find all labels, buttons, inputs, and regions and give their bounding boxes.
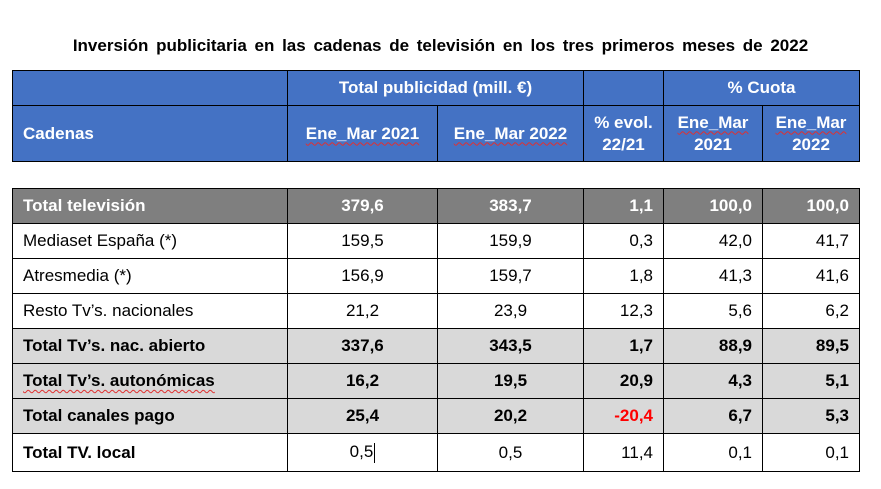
row-value-2021-text: 0,5 <box>349 442 374 462</box>
row-cuota-2021: 0,1 <box>663 433 763 472</box>
row-value-2021[interactable]: 0,5 <box>287 433 438 472</box>
row-value-2022: 23,9 <box>437 293 584 329</box>
row-value-2022: 20,2 <box>437 398 584 434</box>
spacer-row <box>12 161 860 189</box>
text-cursor <box>374 442 376 463</box>
row-evol: 11,4 <box>583 433 664 472</box>
header-group-total: Total publicidad (mill. €) <box>287 70 584 106</box>
row-cuota-2021: 4,3 <box>663 363 763 399</box>
row-cuota-2022: 41,7 <box>762 223 860 259</box>
row-cuota-2021: 42,0 <box>663 223 763 259</box>
row-value-2022: 159,9 <box>437 223 584 259</box>
header-group-row: Total publicidad (mill. €) % Cuota <box>12 70 860 106</box>
table-row: Mediaset España (*) 159,5 159,9 0,3 42,0… <box>12 223 860 259</box>
header-blank-evol <box>583 70 664 106</box>
row-cuota-2022: 0,1 <box>762 433 860 472</box>
header-cadenas: Cadenas <box>12 105 288 162</box>
spacer-cell <box>287 161 438 189</box>
table-row: Total Tv’s. autonómicas 16,2 19,5 20,9 4… <box>12 363 860 399</box>
row-name: Total Tv’s. nac. abierto <box>12 328 288 364</box>
row-cuota-2022: 6,2 <box>762 293 860 329</box>
header-evol-line2: 22/21 <box>602 134 645 154</box>
row-name: Mediaset España (*) <box>12 223 288 259</box>
row-cuota-2021: 88,9 <box>663 328 763 364</box>
header-cuota-2022-line2: 2022 <box>792 134 830 154</box>
header-cuota-2021: Ene_Mar 2021 <box>663 105 763 162</box>
row-value-2022: 383,7 <box>437 188 584 224</box>
row-value-2022: 343,5 <box>437 328 584 364</box>
header-ene-mar-2022: Ene_Mar 2022 <box>437 105 584 162</box>
header-cuota-2022: Ene_Mar 2022 <box>762 105 860 162</box>
row-cuota-2022: 100,0 <box>762 188 860 224</box>
row-cuota-2022: 89,5 <box>762 328 860 364</box>
header-blank-cell <box>12 70 288 106</box>
row-value-2021: 21,2 <box>287 293 438 329</box>
row-cuota-2022: 41,6 <box>762 258 860 294</box>
row-cuota-2022: 5,1 <box>762 363 860 399</box>
row-evol: 1,7 <box>583 328 664 364</box>
row-name-text: Total Tv’s. autonómicas <box>23 371 215 390</box>
advertising-table: Total publicidad (mill. €) % Cuota Caden… <box>12 70 860 472</box>
table-row: Total canales pago 25,4 20,2 -20,4 6,7 5… <box>12 398 860 434</box>
header-evol-line1: % evol. <box>594 112 653 132</box>
row-name: Total televisión <box>12 188 288 224</box>
row-evol: 1,1 <box>583 188 664 224</box>
row-value-2021: 16,2 <box>287 363 438 399</box>
row-evol: 1,8 <box>583 258 664 294</box>
row-evol-negative: -20,4 <box>583 398 664 434</box>
spacer-cell <box>437 161 584 189</box>
row-value-2021: 156,9 <box>287 258 438 294</box>
row-name: Total canales pago <box>12 398 288 434</box>
row-value-2022: 19,5 <box>437 363 584 399</box>
row-evol: 20,9 <box>583 363 664 399</box>
header-ene-mar-2021-label: Ene_Mar 2021 <box>305 123 420 143</box>
row-name: Resto Tv’s. nacionales <box>12 293 288 329</box>
row-value-2022: 159,7 <box>437 258 584 294</box>
row-name: Total TV. local <box>12 433 288 472</box>
row-cuota-2022: 5,3 <box>762 398 860 434</box>
row-value-2021: 337,6 <box>287 328 438 364</box>
header-ene-mar-2021: Ene_Mar 2021 <box>287 105 438 162</box>
header-columns-row: Cadenas Ene_Mar 2021 Ene_Mar 2022 % evol… <box>12 105 860 162</box>
row-evol: 0,3 <box>583 223 664 259</box>
row-name: Atresmedia (*) <box>12 258 288 294</box>
table-row: Resto Tv’s. nacionales 21,2 23,9 12,3 5,… <box>12 293 860 329</box>
table-row: Total TV. local 0,5 0,5 11,4 0,1 0,1 <box>12 433 860 472</box>
row-cuota-2021: 100,0 <box>663 188 763 224</box>
row-name: Total Tv’s. autonómicas <box>12 363 288 399</box>
header-cuota-2021-line2: 2021 <box>694 134 732 154</box>
table-row: Total televisión 379,6 383,7 1,1 100,0 1… <box>12 188 860 224</box>
table-row: Total Tv’s. nac. abierto 337,6 343,5 1,7… <box>12 328 860 364</box>
header-cuota-2021-line1: Ene_Mar <box>677 112 749 132</box>
header-group-cuota: % Cuota <box>663 70 860 106</box>
spacer-cell <box>583 161 664 189</box>
spacer-cell <box>12 161 288 189</box>
header-ene-mar-2022-label: Ene_Mar 2022 <box>453 123 568 143</box>
row-value-2022: 0,5 <box>437 433 584 472</box>
row-cuota-2021: 41,3 <box>663 258 763 294</box>
row-evol: 12,3 <box>583 293 664 329</box>
row-value-2021: 25,4 <box>287 398 438 434</box>
row-cuota-2021: 6,7 <box>663 398 763 434</box>
header-evol: % evol. 22/21 <box>583 105 664 162</box>
spacer-cell <box>663 161 763 189</box>
table-row: Atresmedia (*) 156,9 159,7 1,8 41,3 41,6 <box>12 258 860 294</box>
row-value-2021: 159,5 <box>287 223 438 259</box>
row-value-2021: 379,6 <box>287 188 438 224</box>
spacer-cell <box>762 161 860 189</box>
header-cuota-2022-line1: Ene_Mar <box>775 112 847 132</box>
row-cuota-2021: 5,6 <box>663 293 763 329</box>
document-title: Inversión publicitaria en las cadenas de… <box>72 36 809 55</box>
